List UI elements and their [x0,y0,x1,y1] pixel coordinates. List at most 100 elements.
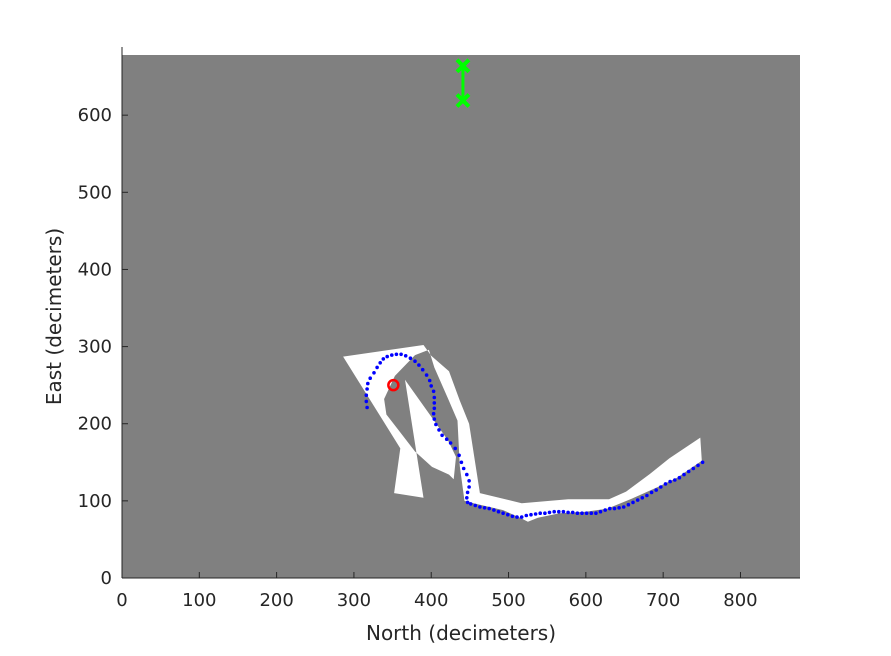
path-point [501,511,505,515]
goal-marker [455,58,471,74]
path-point [437,428,441,432]
path-point [424,373,429,377]
path-point [696,463,700,468]
x-tick-label: 100 [182,590,216,611]
path-point [482,506,487,510]
path-point [457,453,461,458]
path-point [519,515,524,519]
path-point [368,376,373,381]
path-point [461,466,466,471]
goal-marker-stroke [455,93,471,108]
path-point [626,502,631,507]
path-point [506,512,510,517]
path-point [529,512,533,517]
path-point [473,503,478,508]
y-tick-label: 100 [78,491,112,512]
x-tick-label: 200 [259,590,293,611]
goal-marker [455,93,471,108]
path-point [399,352,403,357]
path-point [432,401,437,405]
path-point [381,357,386,361]
path-point [594,511,598,515]
path-point [465,472,469,477]
y-axis-label: East (decimeters) [42,228,66,405]
path-point [468,502,473,506]
path-point [465,490,470,495]
path-point [429,384,434,388]
path-point [427,378,432,383]
path-point [444,437,449,442]
path-point [431,411,436,416]
path-point [543,511,547,515]
path-point [700,460,705,465]
path-point [459,460,464,465]
path-point [467,485,471,489]
path-point [378,361,383,365]
path-point [589,511,594,515]
goal-marker-stroke [455,58,471,74]
path-point [673,478,677,482]
path-point [575,511,580,515]
path-point [434,422,438,427]
path-point [365,405,369,410]
path-point [385,354,390,359]
path-point [617,506,621,510]
y-tick-label: 0 [101,568,112,589]
path-point [465,496,469,500]
path-point [654,488,658,492]
path-point [659,485,663,489]
markers-layer [387,58,471,392]
path-point [420,367,425,372]
x-tick-label: 600 [569,590,603,611]
path-point [478,505,482,509]
path-point [557,509,561,514]
x-tick-label: 300 [337,590,371,611]
path-point [570,510,575,515]
path-point [366,381,370,386]
path-point [510,514,515,519]
path-point [432,417,437,421]
path-point [375,365,379,370]
path-point [621,505,626,509]
path-point [496,509,501,514]
path-point [533,512,538,516]
path-point [612,506,617,511]
path-point [408,356,413,361]
path-layer [364,352,705,519]
path-point [682,472,686,477]
path-point [608,506,612,511]
path-point [584,511,589,515]
path-point [432,395,437,400]
path-point [432,406,437,411]
path-point [372,371,376,375]
path-point [465,500,470,505]
path-point [390,353,394,357]
path-point [631,500,635,505]
plot-area [122,55,800,578]
path-point [538,511,542,515]
y-tick-label: 200 [78,414,112,435]
path-point [365,387,369,391]
path-point [649,490,654,495]
path-point [668,479,672,484]
path-point [598,509,603,514]
x-tick-label: 700 [646,590,680,611]
path-point [561,509,566,514]
path-point [453,446,458,451]
path-point [547,510,552,515]
x-tick-label: 0 [116,590,127,611]
path-point [403,354,408,358]
path-point [635,498,640,502]
path-point [364,399,369,404]
x-tick-label: 500 [491,590,525,611]
path-point [691,466,696,471]
path-point [663,482,668,486]
path-point [467,479,471,483]
path-point [640,496,645,500]
y-tick-label: 400 [78,259,112,280]
path-point [603,508,607,512]
path-point [364,393,369,398]
path-point [448,441,453,445]
path-point [413,359,417,364]
